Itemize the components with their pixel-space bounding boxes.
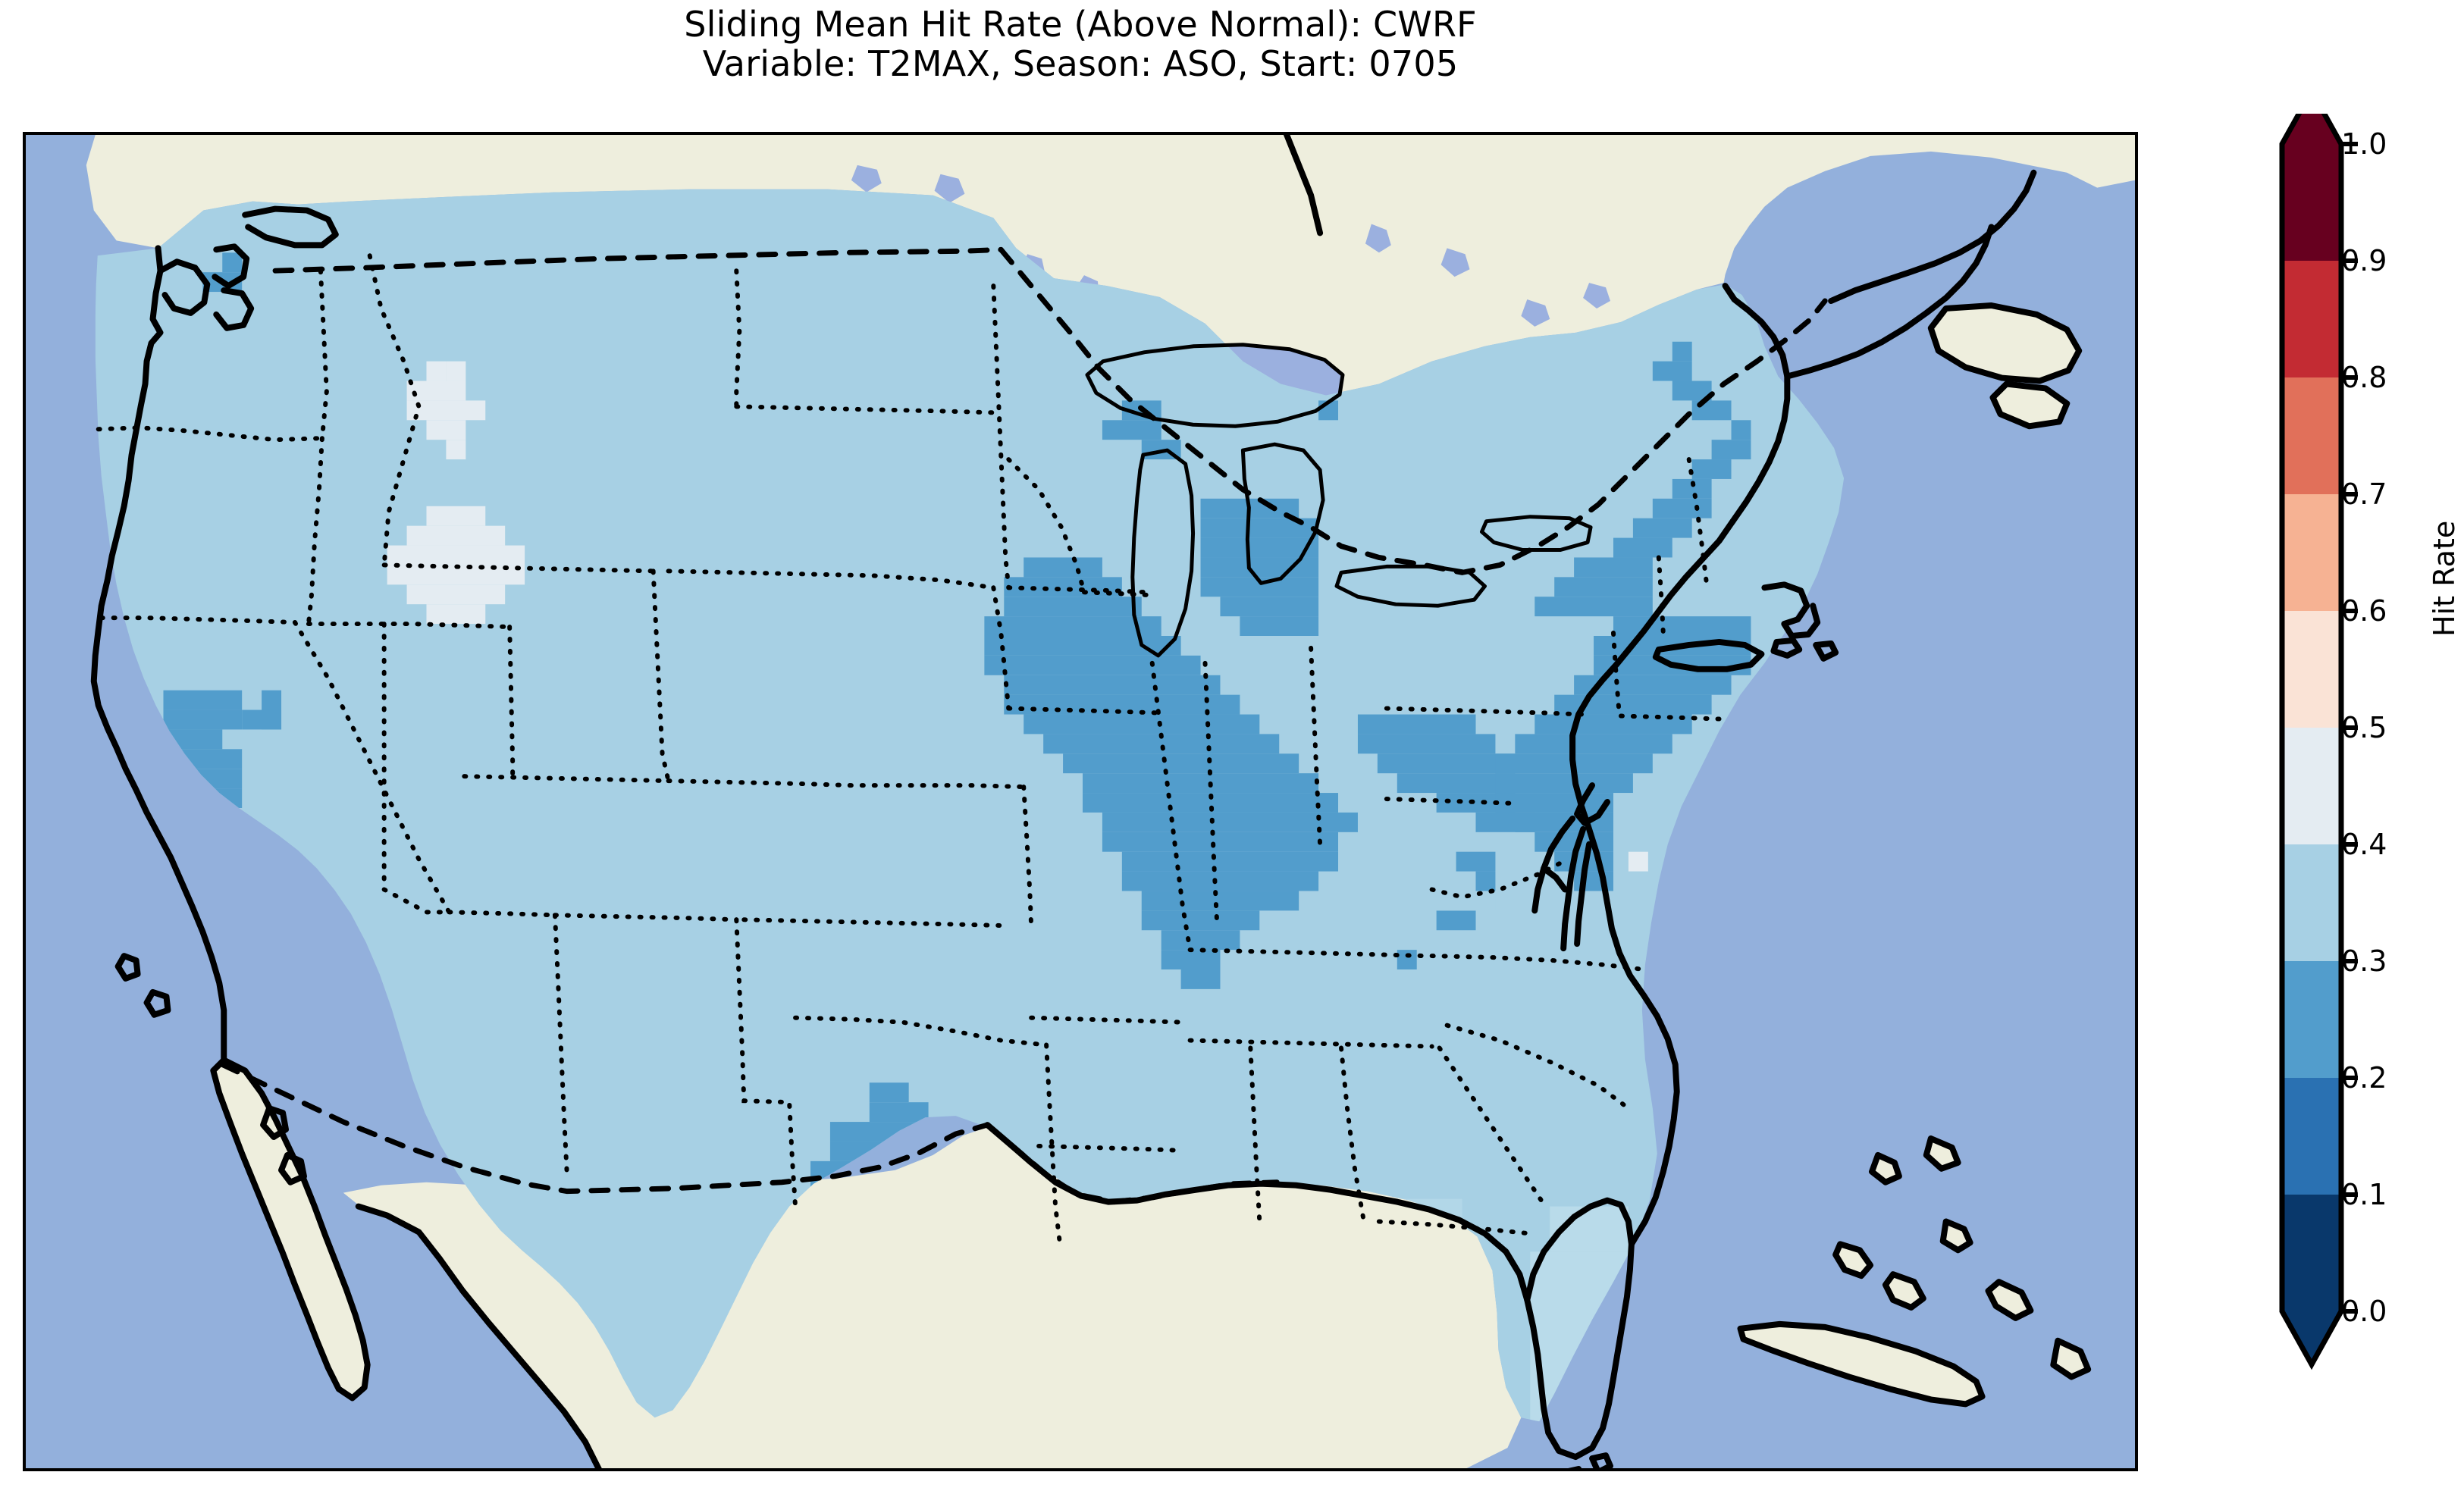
map-canvas: [26, 135, 2135, 1468]
colorbar-tick-label: 0.3: [2341, 944, 2387, 978]
colorbar-canvas: [2259, 114, 2449, 1402]
figure-title: Sliding Mean Hit Rate (Above Normal): CW…: [0, 5, 2161, 83]
colorbar-axis-label: Hit Rate: [2428, 520, 2461, 637]
map-axes: [23, 132, 2138, 1471]
colorbar-band: [2282, 961, 2341, 1079]
colorbar-tick-label: 0.6: [2341, 594, 2387, 628]
colorbar-tick-label: 1.0: [2341, 127, 2387, 161]
colorbar-tick-label: 0.9: [2341, 244, 2387, 277]
colorbar-tick-label: 0.2: [2341, 1061, 2387, 1095]
colorbar-band: [2282, 144, 2341, 262]
title-line-1: Sliding Mean Hit Rate (Above Normal): CW…: [684, 4, 1477, 45]
colorbar-band: [2282, 1078, 2341, 1195]
colorbar-band: [2282, 844, 2341, 962]
colorbar-tick-label: 0.4: [2341, 828, 2387, 861]
colorbar-tick-label: 0.5: [2341, 711, 2387, 744]
colorbar-band: [2282, 261, 2341, 378]
colorbar-tick-label: 0.0: [2341, 1295, 2387, 1328]
colorbar-extend-under: [2282, 1311, 2341, 1364]
colorbar-bands: [2282, 114, 2341, 1364]
colorbar-tick-label: 0.1: [2341, 1178, 2387, 1211]
colorbar-tick-label: 0.7: [2341, 478, 2387, 511]
colorbar-band: [2282, 494, 2341, 612]
colorbar-svg: [2279, 114, 2358, 1370]
colorbar-tick-label: 0.8: [2341, 361, 2387, 394]
colorbar-band: [2282, 611, 2341, 728]
colorbar-band: [2282, 728, 2341, 845]
coastline-layer: [90, 135, 2092, 1468]
colorbar-ticks: [2341, 142, 2358, 1314]
colorbar-band: [2282, 377, 2341, 495]
title-line-2: Variable: T2MAX, Season: ASO, Start: 070…: [702, 43, 1459, 84]
colorbar-band: [2282, 1195, 2341, 1312]
colorbar: 0.0 0.1 0.2 0.3 0.4 0.5 0.6 0.7 0.8 0.9 1.0 Hit Ra…: [2259, 114, 2461, 1402]
